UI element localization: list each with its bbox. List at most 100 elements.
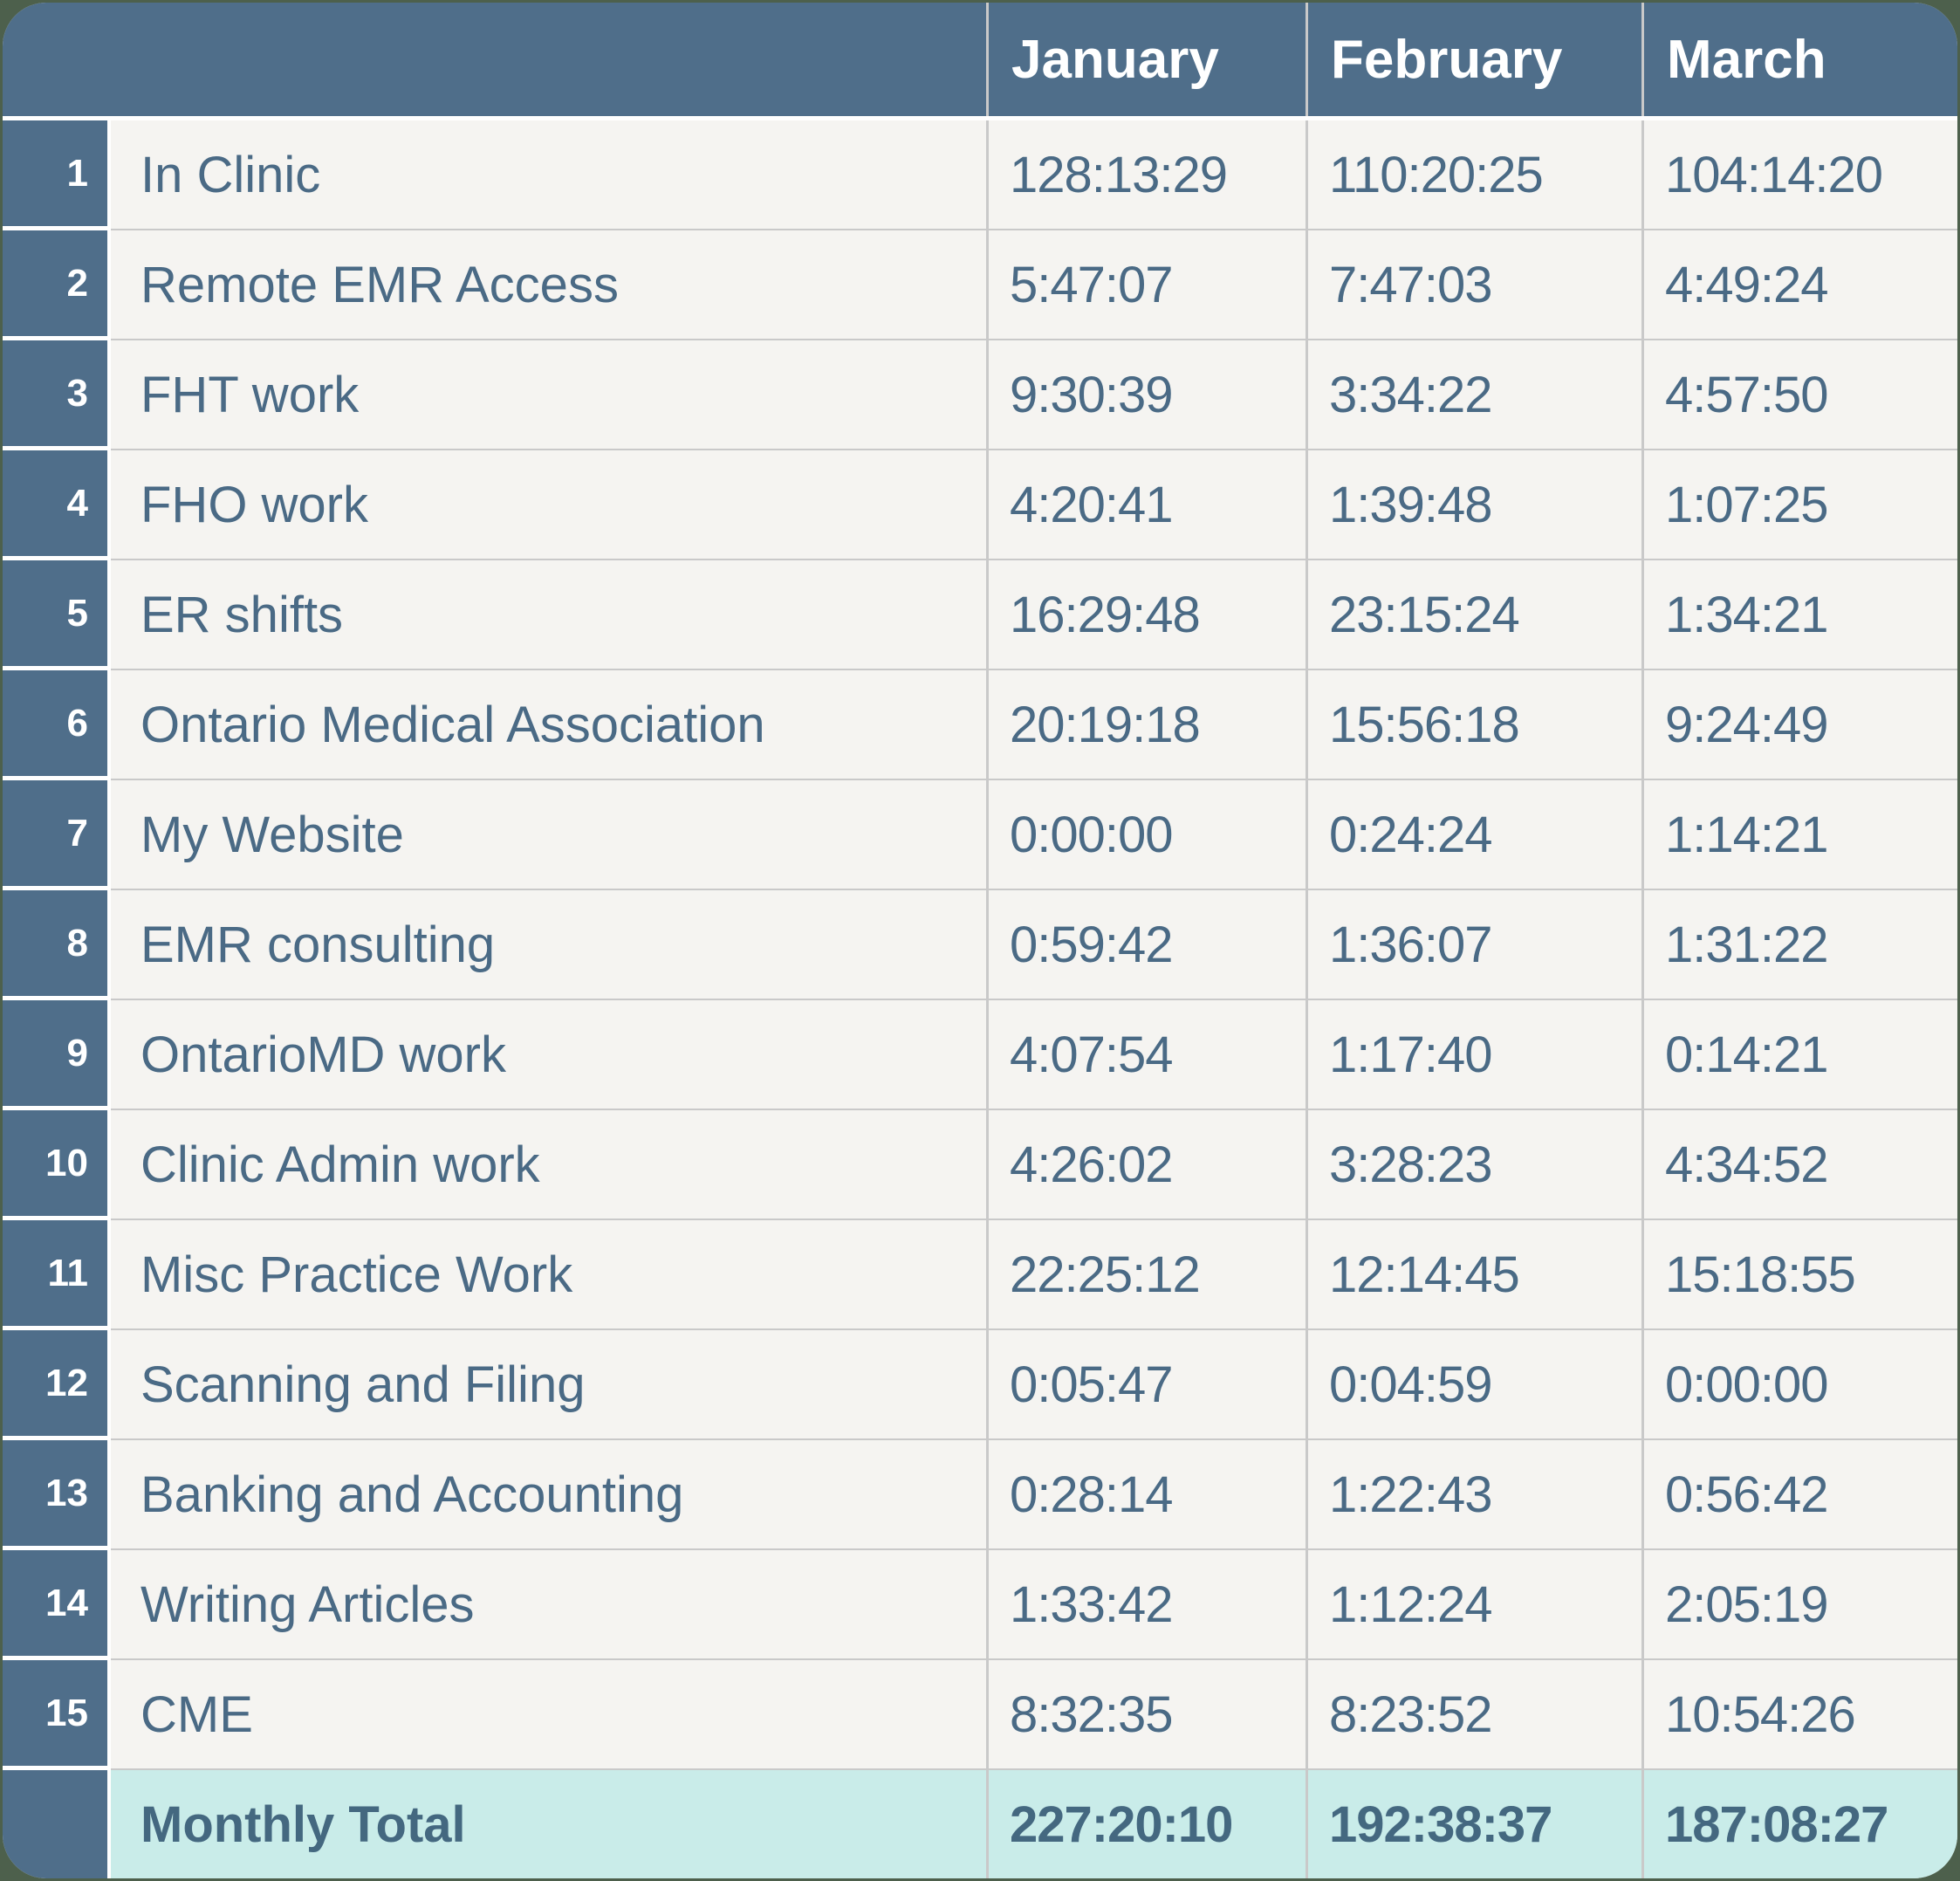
row-number-cell: 5: [3, 560, 107, 670]
march-value-cell: 4:57:50: [1641, 340, 1957, 450]
activity-name-cell: My Website: [111, 780, 986, 890]
march-value-cell: 10:54:26: [1641, 1660, 1957, 1770]
activity-name-cell: Writing Articles: [111, 1550, 986, 1660]
column-gap: [107, 1440, 111, 1550]
table-row: 1 In Clinic 128:13:29 110:20:25 104:14:20: [3, 120, 1957, 230]
march-value-cell: 1:07:25: [1641, 450, 1957, 560]
march-value-cell: 15:18:55: [1641, 1220, 1957, 1330]
table-row: 7 My Website 0:00:00 0:24:24 1:14:21: [3, 780, 1957, 890]
total-march-value: 187:08:27: [1641, 1770, 1957, 1878]
january-value-cell: 128:13:29: [986, 120, 1306, 230]
activity-name-cell: CME: [111, 1660, 986, 1770]
column-gap: [107, 230, 111, 340]
march-value-cell: 0:14:21: [1641, 1000, 1957, 1110]
column-gap: [107, 1000, 111, 1110]
activity-name-cell: Remote EMR Access: [111, 230, 986, 340]
column-gap: [107, 1110, 111, 1220]
row-number-cell: 6: [3, 670, 107, 780]
january-value-cell: 16:29:48: [986, 560, 1306, 670]
column-gap: [107, 890, 111, 1000]
table-row: 8 EMR consulting 0:59:42 1:36:07 1:31:22: [3, 890, 1957, 1000]
activity-name-cell: In Clinic: [111, 120, 986, 230]
column-gap: [107, 670, 111, 780]
row-number-cell: 15: [3, 1660, 107, 1770]
column-header-january: January: [986, 3, 1306, 116]
january-value-cell: 5:47:07: [986, 230, 1306, 340]
activity-name-cell: FHT work: [111, 340, 986, 450]
total-february-value: 192:38:37: [1306, 1770, 1641, 1878]
table-row: 9 OntarioMD work 4:07:54 1:17:40 0:14:21: [3, 1000, 1957, 1110]
row-number-cell: 7: [3, 780, 107, 890]
february-value-cell: 1:12:24: [1306, 1550, 1641, 1660]
row-number-cell: 9: [3, 1000, 107, 1110]
table-row: 11 Misc Practice Work 22:25:12 12:14:45 15:1…: [3, 1220, 1957, 1330]
row-number-cell: 13: [3, 1440, 107, 1550]
table-row: 13 Banking and Accounting 0:28:14 1:22:43 0:…: [3, 1440, 1957, 1550]
activity-name-cell: Clinic Admin work: [111, 1110, 986, 1220]
january-value-cell: 0:28:14: [986, 1440, 1306, 1550]
column-gap: [107, 1220, 111, 1330]
february-value-cell: 15:56:18: [1306, 670, 1641, 780]
february-value-cell: 23:15:24: [1306, 560, 1641, 670]
march-value-cell: 0:00:00: [1641, 1330, 1957, 1440]
table-row: 15 CME 8:32:35 8:23:52 10:54:26: [3, 1660, 1957, 1770]
table-row: 4 FHO work 4:20:41 1:39:48 1:07:25: [3, 450, 1957, 560]
february-value-cell: 3:34:22: [1306, 340, 1641, 450]
activity-name-cell: EMR consulting: [111, 890, 986, 1000]
february-value-cell: 1:17:40: [1306, 1000, 1641, 1110]
column-gap: [107, 780, 111, 890]
row-number-cell: 12: [3, 1330, 107, 1440]
column-gap: [107, 1330, 111, 1440]
row-number-cell: 11: [3, 1220, 107, 1330]
february-value-cell: 110:20:25: [1306, 120, 1641, 230]
february-value-cell: 1:36:07: [1306, 890, 1641, 1000]
row-number-cell: 10: [3, 1110, 107, 1220]
table-row: 14 Writing Articles 1:33:42 1:12:24 2:05:19: [3, 1550, 1957, 1660]
monthly-total-row: Monthly Total 227:20:10 192:38:37 187:08…: [3, 1770, 1957, 1878]
february-value-cell: 1:22:43: [1306, 1440, 1641, 1550]
march-value-cell: 104:14:20: [1641, 120, 1957, 230]
total-row-number-cell: [3, 1770, 107, 1878]
march-value-cell: 9:24:49: [1641, 670, 1957, 780]
january-value-cell: 0:59:42: [986, 890, 1306, 1000]
column-gap: [107, 1660, 111, 1770]
table-body: 1 In Clinic 128:13:29 110:20:25 104:14:20 2 Re…: [3, 120, 1957, 1770]
march-value-cell: 0:56:42: [1641, 1440, 1957, 1550]
january-value-cell: 0:00:00: [986, 780, 1306, 890]
january-value-cell: 0:05:47: [986, 1330, 1306, 1440]
february-value-cell: 0:04:59: [1306, 1330, 1641, 1440]
activity-name-cell: FHO work: [111, 450, 986, 560]
table-header-row: January February March: [3, 3, 1957, 116]
column-gap: [107, 340, 111, 450]
february-value-cell: 7:47:03: [1306, 230, 1641, 340]
activity-name-cell: Misc Practice Work: [111, 1220, 986, 1330]
table-row: 5 ER shifts 16:29:48 23:15:24 1:34:21: [3, 560, 1957, 670]
row-number-cell: 14: [3, 1550, 107, 1660]
row-number-cell: 1: [3, 120, 107, 230]
activity-name-cell: Banking and Accounting: [111, 1440, 986, 1550]
total-january-value: 227:20:10: [986, 1770, 1306, 1878]
february-value-cell: 8:23:52: [1306, 1660, 1641, 1770]
january-value-cell: 4:20:41: [986, 450, 1306, 560]
activity-name-cell: OntarioMD work: [111, 1000, 986, 1110]
row-number-cell: 8: [3, 890, 107, 1000]
february-value-cell: 1:39:48: [1306, 450, 1641, 560]
january-value-cell: 9:30:39: [986, 340, 1306, 450]
row-number-cell: 3: [3, 340, 107, 450]
column-gap: [107, 120, 111, 230]
column-gap: [107, 1770, 111, 1878]
row-number-cell: 4: [3, 450, 107, 560]
march-value-cell: 2:05:19: [1641, 1550, 1957, 1660]
total-row-label: Monthly Total: [111, 1770, 986, 1878]
table-row: 10 Clinic Admin work 4:26:02 3:28:23 4:34:52: [3, 1110, 1957, 1220]
row-number-cell: 2: [3, 230, 107, 340]
table-row: 2 Remote EMR Access 5:47:07 7:47:03 4:49:24: [3, 230, 1957, 340]
march-value-cell: 1:34:21: [1641, 560, 1957, 670]
march-value-cell: 4:49:24: [1641, 230, 1957, 340]
january-value-cell: 1:33:42: [986, 1550, 1306, 1660]
january-value-cell: 4:26:02: [986, 1110, 1306, 1220]
february-value-cell: 3:28:23: [1306, 1110, 1641, 1220]
march-value-cell: 1:14:21: [1641, 780, 1957, 890]
column-gap: [107, 560, 111, 670]
